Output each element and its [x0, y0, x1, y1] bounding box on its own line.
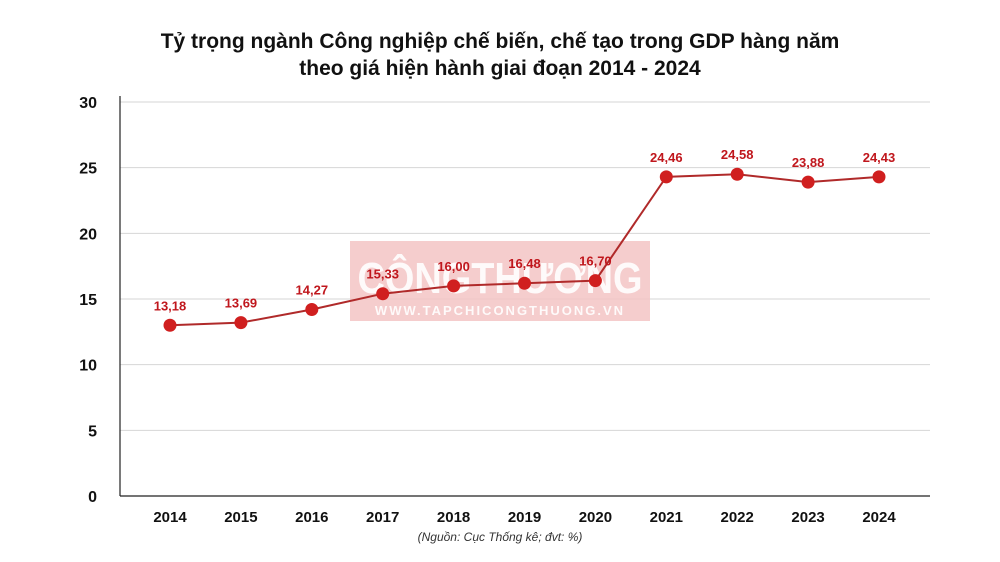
x-tick-label: 2019 — [508, 509, 541, 526]
data-point — [447, 279, 461, 293]
data-label: 13,69 — [225, 296, 258, 311]
data-point — [659, 170, 673, 184]
y-tick-label: 15 — [79, 292, 97, 309]
data-label: 14,27 — [296, 283, 329, 298]
data-point — [234, 316, 248, 330]
data-point — [305, 303, 319, 317]
data-point — [588, 274, 602, 288]
y-tick-label: 10 — [79, 358, 97, 375]
y-tick-label: 20 — [79, 226, 97, 243]
y-tick-label: 25 — [79, 161, 97, 178]
data-label: 24,58 — [721, 147, 754, 162]
chart-title: Tỷ trọng ngành Công nghiệp chế biến, chế… — [0, 28, 1000, 82]
data-point — [163, 318, 177, 332]
data-label: 24,46 — [650, 150, 683, 165]
data-point — [376, 287, 390, 301]
x-tick-label: 2014 — [153, 509, 187, 526]
x-tick-label: 2021 — [650, 509, 683, 526]
y-tick-label: 0 — [88, 489, 97, 506]
data-label: 13,18 — [154, 298, 187, 313]
data-point — [801, 175, 815, 189]
x-tick-label: 2023 — [791, 509, 824, 526]
data-label: 24,43 — [863, 150, 896, 165]
x-tick-label: 2024 — [862, 509, 896, 526]
watermark-url: WWW.TAPCHICONGTHUONG.VN — [375, 303, 625, 318]
data-point — [730, 167, 744, 181]
chart-title-line-2: theo giá hiện hành giai đoạn 2014 - 2024 — [299, 57, 701, 80]
data-point — [518, 276, 531, 290]
y-tick-label: 5 — [88, 423, 97, 440]
x-tick-label: 2017 — [366, 509, 399, 526]
x-tick-label: 2018 — [437, 509, 470, 526]
data-point — [872, 170, 886, 184]
y-tick-label: 30 — [79, 95, 97, 112]
x-tick-label: 2020 — [579, 509, 612, 526]
chart-title-line-1: Tỷ trọng ngành Công nghiệp chế biến, chế… — [160, 30, 840, 53]
data-label: 16,70 — [579, 254, 612, 269]
x-tick-label: 2015 — [224, 509, 257, 526]
x-tick-label: 2022 — [721, 509, 754, 526]
data-label: 23,88 — [792, 155, 825, 170]
x-tick-label: 2016 — [295, 509, 328, 526]
source-note: (Nguồn: Cục Thống kê; đvt: %) — [417, 530, 583, 544]
data-label: 16,00 — [437, 259, 470, 274]
data-label: 16,48 — [508, 256, 541, 271]
data-label: 15,33 — [366, 267, 399, 282]
